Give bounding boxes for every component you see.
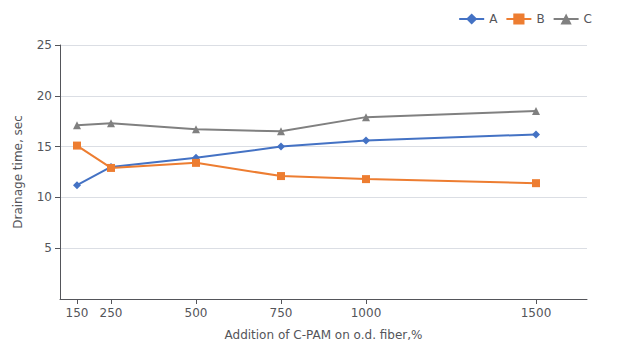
svg-text:500: 500 — [185, 306, 208, 320]
svg-text:B: B — [536, 12, 544, 26]
svg-text:1500: 1500 — [521, 306, 552, 320]
svg-text:15: 15 — [37, 140, 52, 154]
svg-text:C: C — [584, 12, 592, 26]
svg-text:Addition of C-PAM on o.d. fibe: Addition of C-PAM on o.d. fiber,% — [225, 328, 423, 342]
svg-text:10: 10 — [37, 190, 52, 204]
svg-text:250: 250 — [100, 306, 123, 320]
svg-text:Drainage time, sec: Drainage time, sec — [11, 115, 25, 229]
svg-text:750: 750 — [270, 306, 293, 320]
svg-text:1000: 1000 — [351, 306, 382, 320]
svg-text:5: 5 — [44, 241, 52, 255]
svg-text:150: 150 — [66, 306, 89, 320]
svg-text:25: 25 — [37, 38, 52, 52]
svg-text:20: 20 — [37, 89, 52, 103]
svg-text:A: A — [489, 12, 498, 26]
